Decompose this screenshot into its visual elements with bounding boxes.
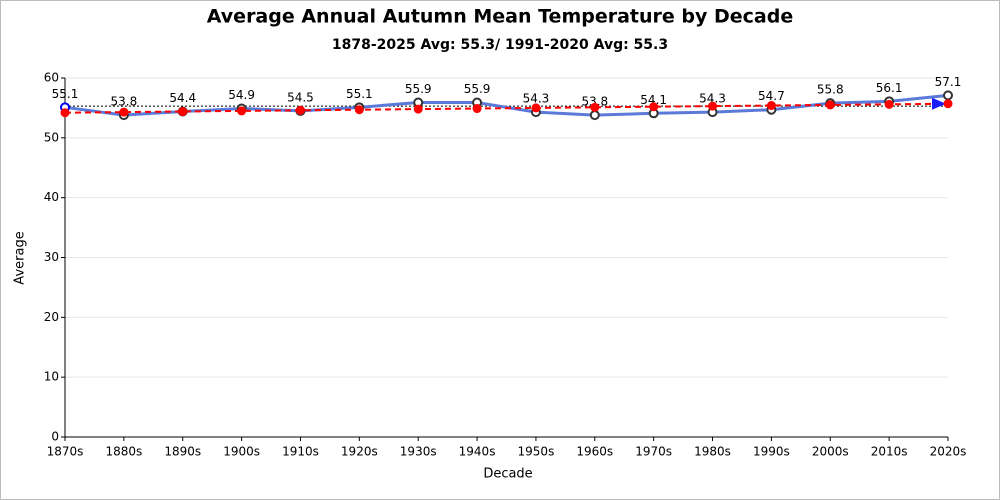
data-label: 54.4 bbox=[169, 91, 196, 105]
data-point bbox=[943, 90, 953, 101]
x-tick-label: 1880s bbox=[105, 445, 142, 459]
data-point bbox=[766, 101, 776, 111]
x-tick-label: 1940s bbox=[459, 445, 496, 459]
x-tick-label: 1920s bbox=[341, 445, 378, 459]
data-label: 54.7 bbox=[758, 89, 785, 103]
data-point bbox=[237, 106, 247, 116]
data-label: 54.3 bbox=[523, 92, 550, 106]
x-tick-label: 1960s bbox=[576, 445, 613, 459]
data-label: 55.9 bbox=[405, 82, 432, 96]
data-label: 53.8 bbox=[581, 95, 608, 109]
x-tick-label: 1990s bbox=[753, 445, 790, 459]
trend-line bbox=[64, 102, 949, 114]
x-tick-label: 1970s bbox=[635, 445, 672, 459]
y-tick-label: 30 bbox=[44, 250, 59, 264]
data-label: 55.1 bbox=[52, 87, 79, 101]
y-tick-label: 20 bbox=[44, 310, 59, 324]
data-point bbox=[413, 104, 423, 114]
x-tick-label: 1950s bbox=[518, 445, 555, 459]
x-tick-label: 2020s bbox=[930, 445, 967, 459]
data-point bbox=[531, 103, 541, 113]
data-point bbox=[295, 105, 305, 115]
y-tick-label: 60 bbox=[44, 71, 59, 85]
data-label: 54.9 bbox=[228, 88, 255, 102]
chart-subtitle: 1878-2025 Avg: 55.3/ 1991-2020 Avg: 55.3 bbox=[332, 37, 668, 53]
data-point bbox=[119, 107, 129, 117]
y-tick-label: 10 bbox=[44, 370, 59, 384]
x-tick-label: 1870s bbox=[47, 445, 84, 459]
data-label: 55.9 bbox=[464, 82, 491, 96]
x-tick-label: 1900s bbox=[223, 445, 260, 459]
x-tick-label: 1980s bbox=[694, 445, 731, 459]
data-label: 55.1 bbox=[346, 87, 373, 101]
data-point bbox=[649, 102, 659, 112]
x-tick-label: 2010s bbox=[871, 445, 908, 459]
data-label: 57.1 bbox=[935, 75, 962, 89]
x-axis-label: Decade bbox=[483, 467, 532, 482]
data-label: 53.8 bbox=[111, 95, 138, 109]
data-label: 55.8 bbox=[817, 83, 844, 97]
chart-title: Average Annual Autumn Mean Temperature b… bbox=[207, 6, 793, 28]
data-point bbox=[943, 99, 953, 109]
data-point bbox=[708, 101, 718, 111]
x-tick-label: 1910s bbox=[282, 445, 319, 459]
y-tick-label: 40 bbox=[44, 190, 59, 204]
x-tick-label: 1930s bbox=[400, 445, 437, 459]
y-tick-label: 0 bbox=[51, 430, 59, 444]
data-point bbox=[354, 105, 364, 115]
y-tick-label: 50 bbox=[44, 130, 59, 144]
data-point bbox=[178, 107, 188, 117]
data-label: 54.1 bbox=[640, 93, 667, 107]
x-tick-label: 1890s bbox=[164, 445, 201, 459]
data-point bbox=[884, 99, 894, 109]
data-label: 56.1 bbox=[876, 81, 903, 95]
data-label: 54.3 bbox=[699, 92, 726, 106]
y-axis-label: Average bbox=[13, 231, 28, 284]
data-point bbox=[589, 110, 600, 121]
data-point bbox=[590, 102, 600, 112]
data-point bbox=[825, 100, 835, 110]
data-point bbox=[60, 108, 70, 118]
data-point bbox=[472, 104, 482, 114]
data-label: 54.5 bbox=[287, 90, 314, 104]
trend-arrow bbox=[932, 97, 946, 110]
x-tick-label: 2000s bbox=[812, 445, 849, 459]
